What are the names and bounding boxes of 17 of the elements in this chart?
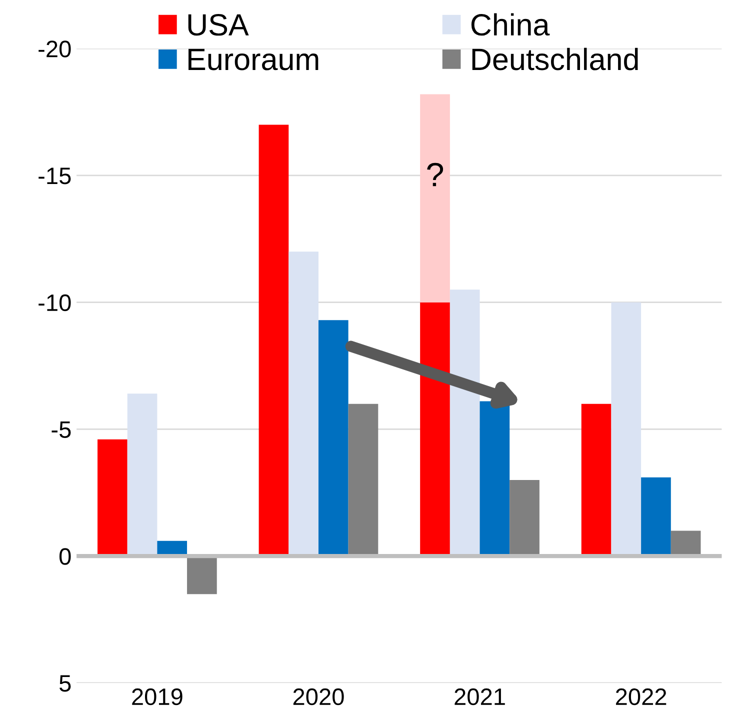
legend-label: USA	[188, 14, 249, 36]
x-tick-label: 2021	[454, 688, 505, 706]
legend-label: China	[471, 13, 550, 36]
legend-label: Euroraum	[188, 48, 318, 70]
bar	[420, 94, 450, 302]
x-tick-label: 2020	[293, 688, 344, 706]
y-tick-label: -20	[38, 40, 71, 58]
bar	[187, 556, 217, 594]
y-tick-label: -15	[38, 168, 71, 184]
legend-label: Deutschland	[472, 48, 638, 70]
annotation: ?	[427, 162, 444, 186]
y-tick-label: -5	[52, 422, 71, 438]
x-tick-label: 2022	[616, 688, 666, 706]
y-tick-label: 0	[59, 548, 71, 565]
y-tick-label: -10	[38, 294, 71, 312]
x-tick-label: 2019	[132, 688, 182, 706]
y-tick-label: 5	[60, 675, 71, 692]
